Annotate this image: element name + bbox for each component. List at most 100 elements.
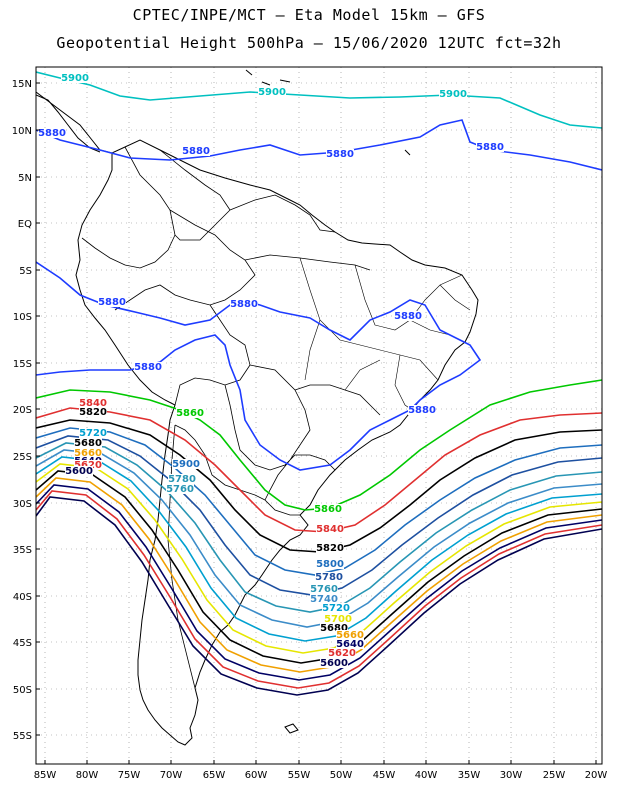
- lat-tick-label: 55S: [13, 731, 32, 742]
- contour-label-bg: [258, 87, 286, 97]
- contour-label-bg: [134, 362, 162, 372]
- contour-label: 5720: [322, 603, 350, 614]
- contour-label-bg: [316, 543, 344, 553]
- contour-label: 5880: [394, 311, 422, 322]
- contour-5880-tropics: [36, 261, 482, 471]
- contour-label-bg: [166, 484, 194, 494]
- contour-label-bg: [79, 428, 107, 438]
- contour-5760: [36, 442, 602, 613]
- contour-label: 5740: [310, 594, 338, 605]
- lon-tick-label: 75W: [118, 770, 141, 781]
- lon-tick-label: 60W: [245, 770, 268, 781]
- contour-label: 5780: [315, 572, 343, 583]
- contour-label-bg: [320, 623, 348, 633]
- contour-label: 5620: [328, 648, 356, 659]
- contour-label-bg: [79, 407, 107, 417]
- map-subtitle: Geopotential Height 500hPa – 15/06/2020 …: [56, 34, 562, 52]
- map-frame: [35, 66, 603, 765]
- contour-label: 5840: [79, 398, 107, 409]
- contour-label: 5820: [316, 543, 344, 554]
- contour-label-bg: [336, 630, 364, 640]
- contour-5640: [36, 484, 602, 681]
- contour-5880-north: [36, 119, 602, 171]
- lat-tick-label: 15S: [13, 359, 32, 370]
- contour-label: 5660: [336, 630, 364, 641]
- contour-label: 5700: [324, 614, 352, 625]
- caribbean-islands: [245, 69, 411, 156]
- contour-5860: [36, 379, 602, 511]
- contour-label: 5760: [166, 484, 194, 495]
- contour-5700: [36, 463, 602, 654]
- contour-label-bg: [326, 149, 354, 159]
- contour-label-bg: [408, 405, 436, 415]
- contour-label: 5620: [74, 460, 102, 471]
- lat-tick-label: 10N: [12, 126, 32, 137]
- map-title: CPTEC/INPE/MCT – Eta Model 15km – GFS: [132, 6, 486, 24]
- lat-tick-label: EQ: [18, 219, 32, 230]
- contour-label-bg: [336, 639, 364, 649]
- contour-5720: [36, 456, 602, 642]
- contour-label-bg: [74, 438, 102, 448]
- contour-label-bg: [98, 297, 126, 307]
- contour-5840: [36, 407, 602, 533]
- contour-5600: [36, 496, 602, 696]
- contour-5740: [36, 449, 602, 628]
- contour-label-bg: [320, 658, 348, 668]
- contour-label: 5860: [314, 504, 342, 515]
- contour-label: 5760: [310, 584, 338, 595]
- lat-tick-label: 40S: [13, 592, 32, 603]
- contour-label: 5900: [258, 87, 286, 98]
- contour-label: 5880: [476, 142, 504, 153]
- lat-tick-label: 15N: [12, 79, 32, 90]
- contour-label-bg: [61, 73, 89, 83]
- lon-tick-label: 85W: [34, 770, 57, 781]
- lon-tick-label: 50W: [330, 770, 353, 781]
- contour-label: 5860: [176, 408, 204, 419]
- contour-label-bg: [38, 128, 66, 138]
- contour-label: 5840: [316, 524, 344, 535]
- contour-label-bg: [230, 299, 258, 309]
- contour-label-bg: [316, 559, 344, 569]
- contour-label-bg: [310, 594, 338, 604]
- contour-label: 5880: [134, 362, 162, 373]
- lon-tick-label: 65W: [203, 770, 226, 781]
- south-america-coastline: [36, 91, 479, 746]
- contour-5660: [36, 477, 602, 673]
- contour-label: 5780: [168, 474, 196, 485]
- contour-label: 5900: [439, 89, 467, 100]
- contour-label-bg: [439, 89, 467, 99]
- contour-label: 5600: [320, 658, 348, 669]
- contour-5900-north: [36, 71, 602, 129]
- contour-label-bg: [324, 614, 352, 624]
- contour-label: 5640: [336, 639, 364, 650]
- lon-tick-label: 70W: [160, 770, 183, 781]
- lon-tick-label: 80W: [76, 770, 99, 781]
- contour-label: 5680: [320, 623, 348, 634]
- contour-label-bg: [65, 466, 93, 476]
- contour-label: 5820: [79, 407, 107, 418]
- contour-label: 5800: [316, 559, 344, 570]
- contour-label: 5880: [230, 299, 258, 310]
- contour-5820: [36, 419, 602, 553]
- lat-tick-label: 20S: [13, 405, 32, 416]
- contour-label-bg: [172, 459, 200, 469]
- contour-label-bg: [176, 408, 204, 418]
- contour-label-bg: [328, 648, 356, 658]
- contour-label-bg: [322, 603, 350, 613]
- contour-5800: [36, 427, 602, 576]
- contour-label-bg: [182, 146, 210, 156]
- contour-label: 5880: [182, 146, 210, 157]
- falkland-islands: [284, 723, 299, 734]
- central-america-coast: [36, 94, 101, 153]
- contour-label: 5880: [326, 149, 354, 160]
- contour-label-bg: [74, 448, 102, 458]
- contour-label: 5660: [74, 448, 102, 459]
- lat-tick-label: 5N: [18, 173, 32, 184]
- lon-tick-label: 55W: [288, 770, 311, 781]
- contour-5780: [36, 435, 602, 596]
- contour-label: 5680: [74, 438, 102, 449]
- contour-5680: [36, 470, 602, 664]
- lat-tick-label: 45S: [13, 638, 32, 649]
- lat-tick-label: 5S: [19, 266, 32, 277]
- lon-tick-label: 35W: [458, 770, 481, 781]
